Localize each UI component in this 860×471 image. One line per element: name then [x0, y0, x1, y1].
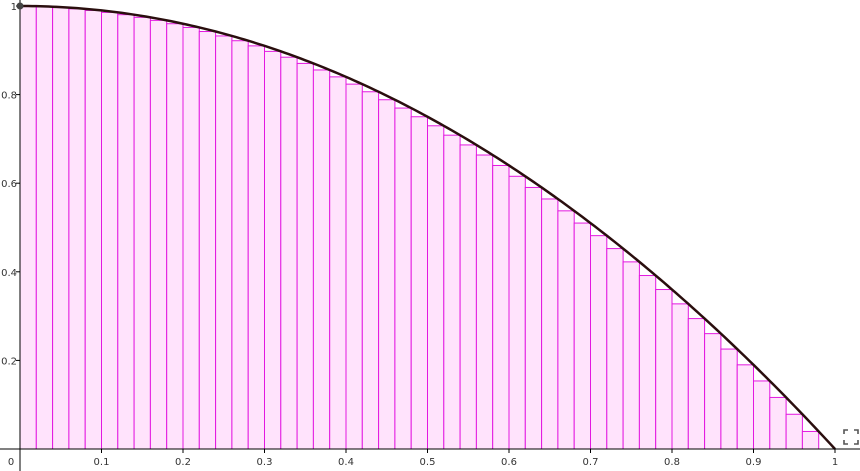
riemann-bar [19, 5, 37, 450]
riemann-bar [655, 289, 673, 450]
x-tick-label: 0.3 [257, 457, 273, 468]
x-tick-label: 0 [8, 457, 14, 468]
riemann-bar [84, 9, 102, 450]
riemann-bar [801, 430, 820, 450]
x-axis-ticks: 0 0.1 0.2 0.3 0.4 0.5 0.6 0.7 0.8 0.9 1 [8, 449, 838, 468]
riemann-bar [296, 62, 314, 450]
riemann-bar [329, 76, 347, 450]
x-tick-label: 0.4 [338, 457, 354, 468]
x-tick-label: 0.1 [94, 457, 110, 468]
riemann-bar [753, 380, 771, 450]
riemann-bar [394, 107, 412, 450]
riemann-bar [68, 8, 86, 450]
riemann-bar [410, 116, 429, 450]
riemann-bar [736, 364, 755, 450]
riemann-rectangles [19, 5, 820, 450]
riemann-bar [35, 6, 54, 450]
riemann-bar [590, 235, 608, 450]
x-tick-label: 0.9 [746, 457, 762, 468]
riemann-bar [606, 248, 624, 450]
x-tick-label: 0.7 [583, 457, 599, 468]
riemann-bar [117, 14, 135, 450]
riemann-bar [198, 31, 217, 450]
riemann-bar [492, 164, 510, 450]
riemann-bar [361, 91, 380, 450]
function-curve[interactable] [19, 4, 836, 450]
riemann-bar [687, 318, 706, 450]
x-tick-label: 0.5 [420, 457, 436, 468]
riemann-bar [769, 396, 787, 450]
riemann-bar [52, 7, 70, 450]
x-tick-label: 1 [832, 457, 838, 468]
riemann-bar [264, 50, 282, 450]
curve-start-point[interactable] [16, 2, 24, 10]
x-tick-label: 0.2 [175, 457, 191, 468]
riemann-bar [182, 26, 200, 450]
fullscreen-icon [843, 429, 859, 445]
riemann-bar [280, 56, 298, 450]
riemann-bar [443, 134, 461, 450]
riemann-bar [427, 125, 445, 450]
fullscreen-button[interactable] [843, 429, 859, 445]
riemann-bar [573, 222, 592, 450]
y-tick-label: 1 [11, 2, 17, 13]
riemann-bar [101, 11, 119, 450]
riemann-bar [215, 35, 233, 450]
riemann-bar [720, 348, 738, 450]
riemann-bar [704, 333, 722, 450]
riemann-bar [524, 186, 543, 450]
riemann-bar [622, 261, 640, 450]
y-axis-ticks: 0.2 0.4 0.6 0.8 1 [1, 2, 20, 367]
riemann-bar [378, 99, 396, 450]
x-tick-label: 0.8 [664, 457, 680, 468]
riemann-bar [475, 154, 494, 450]
riemann-bar [231, 40, 249, 450]
y-tick-label: 0.6 [1, 179, 17, 190]
riemann-bar [133, 16, 151, 450]
riemann-bar [541, 198, 559, 450]
y-tick-label: 0.4 [1, 268, 17, 279]
riemann-bar [247, 45, 265, 450]
riemann-bar [785, 413, 803, 450]
riemann-bar [459, 144, 477, 450]
y-tick-label: 0.2 [1, 356, 17, 367]
x-tick-label: 0.6 [501, 457, 517, 468]
y-tick-label: 0.8 [1, 91, 17, 102]
riemann-bar [149, 19, 168, 450]
riemann-bar [671, 303, 689, 450]
riemann-bar [312, 69, 331, 450]
riemann-bar [345, 83, 363, 450]
riemann-bar [508, 175, 526, 450]
riemann-bar [638, 275, 657, 450]
riemann-bar [557, 210, 575, 450]
riemann-bar [166, 23, 184, 450]
